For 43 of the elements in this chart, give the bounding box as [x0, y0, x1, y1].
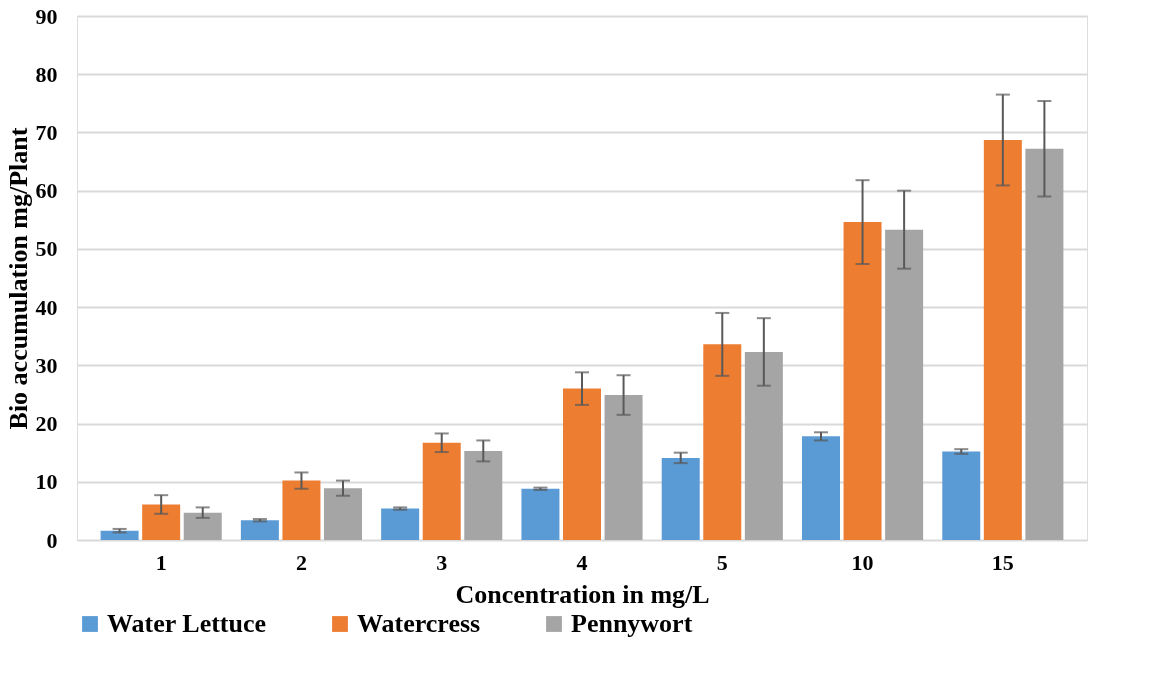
y-tick-label: 60 — [35, 178, 58, 204]
bar — [983, 140, 1022, 540]
bar — [942, 451, 981, 540]
x-tick-label: 3 — [436, 549, 448, 575]
bar — [744, 351, 783, 540]
bar — [843, 222, 882, 540]
bar — [563, 388, 601, 540]
bar — [604, 395, 643, 540]
y-tick-label: 40 — [35, 294, 58, 320]
legend-label: Watercress — [357, 609, 481, 638]
bar — [240, 520, 279, 540]
x-tick-label: 10 — [851, 549, 874, 575]
x-axis-title: Concentration in mg/L — [455, 579, 710, 609]
bar — [521, 488, 560, 540]
bar — [801, 436, 840, 540]
legend-label: Pennywort — [571, 609, 693, 638]
y-axis-title: Bio accumulation mg/Plant — [3, 127, 33, 430]
x-tick-label: 5 — [716, 549, 728, 575]
y-tick-label: 90 — [35, 3, 58, 29]
bar — [885, 229, 924, 540]
bar — [422, 442, 461, 540]
bar — [381, 508, 420, 540]
bar — [282, 480, 321, 540]
y-tick-label: 80 — [35, 61, 58, 87]
y-tick-label: 70 — [35, 119, 58, 145]
x-tick-label: 4 — [576, 549, 588, 575]
y-tick-label: 10 — [35, 469, 58, 495]
y-tick-label: 50 — [35, 236, 58, 262]
bar — [1025, 148, 1064, 540]
y-tick-label: 30 — [35, 352, 58, 378]
x-tick-label: 15 — [991, 549, 1014, 575]
bar — [703, 344, 742, 540]
bar — [142, 504, 181, 540]
bar — [661, 457, 700, 540]
bar — [324, 488, 363, 540]
y-tick-label: 0 — [46, 527, 58, 553]
bar — [100, 530, 139, 540]
x-tick-label: 2 — [295, 549, 307, 575]
x-tick-label: 1 — [155, 549, 167, 575]
legend-label: Water Lettuce — [107, 609, 267, 638]
bar — [464, 450, 503, 540]
y-tick-label: 20 — [35, 411, 58, 437]
bar — [183, 512, 222, 540]
